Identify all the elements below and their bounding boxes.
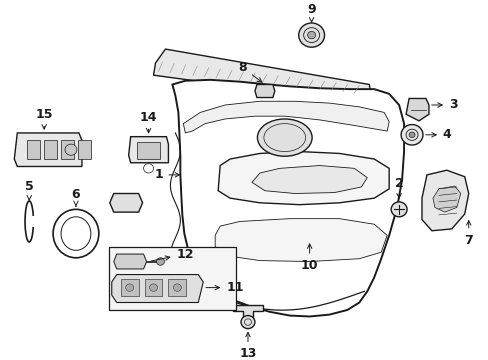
Polygon shape: [172, 80, 403, 316]
Polygon shape: [254, 85, 274, 98]
Text: 4: 4: [425, 128, 451, 141]
Ellipse shape: [257, 119, 311, 156]
Bar: [168, 279, 186, 296]
Bar: [27, 140, 40, 159]
Text: 15: 15: [35, 108, 53, 129]
Polygon shape: [153, 49, 370, 103]
Polygon shape: [233, 305, 263, 318]
Text: 12: 12: [151, 248, 194, 261]
Text: 3: 3: [431, 99, 456, 112]
Text: 11: 11: [205, 281, 243, 294]
Polygon shape: [183, 101, 388, 133]
Text: 2: 2: [394, 177, 403, 198]
Polygon shape: [215, 219, 386, 261]
Bar: [144, 279, 162, 296]
Bar: [78, 140, 91, 159]
Polygon shape: [251, 166, 366, 193]
Text: 9: 9: [306, 3, 315, 22]
Polygon shape: [112, 275, 203, 302]
Text: 8: 8: [238, 61, 261, 82]
Circle shape: [408, 132, 414, 138]
Bar: [44, 140, 57, 159]
Bar: [108, 247, 236, 310]
Polygon shape: [128, 137, 168, 163]
Text: 14: 14: [140, 111, 157, 133]
Text: 10: 10: [300, 244, 318, 272]
Circle shape: [390, 202, 406, 217]
Polygon shape: [14, 133, 82, 166]
Polygon shape: [421, 170, 468, 231]
Circle shape: [149, 284, 157, 291]
Circle shape: [173, 284, 181, 291]
Polygon shape: [218, 152, 388, 205]
Circle shape: [400, 125, 422, 145]
Circle shape: [65, 144, 77, 155]
Circle shape: [307, 31, 315, 39]
Circle shape: [156, 258, 164, 265]
Text: 13: 13: [239, 332, 256, 360]
Text: 6: 6: [72, 188, 80, 207]
Circle shape: [125, 284, 133, 291]
Polygon shape: [432, 186, 460, 212]
Bar: [136, 142, 160, 159]
Text: 7: 7: [464, 221, 472, 247]
Bar: [61, 140, 74, 159]
Polygon shape: [405, 99, 428, 121]
Text: 1: 1: [154, 168, 179, 181]
Bar: [121, 279, 138, 296]
Polygon shape: [114, 254, 146, 269]
Circle shape: [241, 316, 254, 329]
Text: 5: 5: [25, 180, 34, 200]
Polygon shape: [109, 193, 142, 212]
Circle shape: [298, 23, 324, 47]
